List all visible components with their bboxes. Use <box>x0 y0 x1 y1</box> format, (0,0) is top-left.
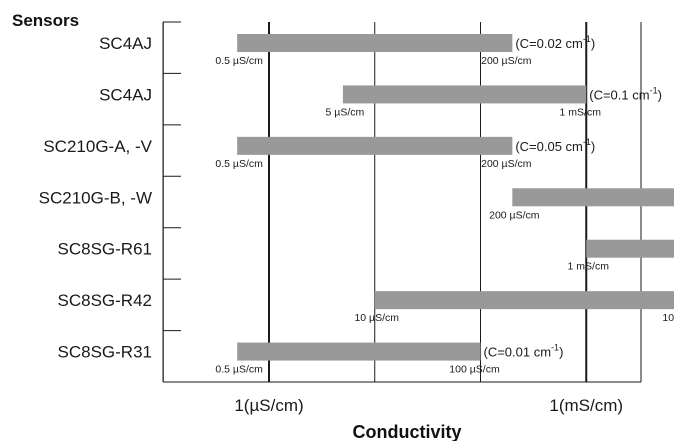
range-bar <box>586 239 674 258</box>
range-high-label: 1 mS/cm <box>560 106 602 118</box>
category-label: SC8SG-R31 <box>58 343 152 362</box>
cell-constant-label: (C=0.05 cm-1) <box>515 137 595 154</box>
range-bar <box>342 85 587 104</box>
range-bar <box>237 136 513 155</box>
cell-constant-label: (C=0.01 cm-1) <box>484 343 564 360</box>
category-label: SC4AJ <box>99 85 152 104</box>
plot-frame <box>162 21 641 383</box>
range-bar <box>512 188 674 207</box>
range-low-label: 0.5 µS/cm <box>215 364 263 376</box>
category-label: SC8SG-R61 <box>58 240 152 259</box>
range-high-label: 10 mS/cm <box>662 312 674 324</box>
x-tick-label: 1(µS/cm) <box>234 396 303 415</box>
category-label: SC210G-A, -V <box>43 137 152 156</box>
category-labels: SC4AJ SC4AJ SC210G-A, -V SC210G-B, -W SC8SG-… <box>39 34 153 362</box>
range-low-label: 1 mS/cm <box>568 261 610 273</box>
x-axis-label: Conductivity <box>352 422 461 441</box>
range-bars: 0.5 µS/cm 200 µS/cm (C=0.02 cm-1) 5 µS/cm 1 … <box>215 34 674 376</box>
range-low-label: 10 µS/cm <box>354 312 399 324</box>
category-label: SC8SG-R42 <box>58 291 152 310</box>
range-high-label: 200 µS/cm <box>481 55 532 67</box>
range-low-label: 5 µS/cm <box>326 106 365 118</box>
x-tick-label: 1(mS/cm) <box>549 396 623 415</box>
range-low-label: 0.5 µS/cm <box>215 158 263 170</box>
range-low-label: 200 µS/cm <box>489 209 540 221</box>
cell-constant-label: (C=0.1 cm-1) <box>589 85 662 102</box>
chart-title: Sensors <box>12 11 79 30</box>
category-label: SC210G-B, -W <box>39 188 152 207</box>
range-bar <box>374 291 674 310</box>
range-high-label: 200 µS/cm <box>481 158 532 170</box>
range-low-label: 0.5 µS/cm <box>215 55 263 67</box>
category-label: SC4AJ <box>99 34 152 53</box>
cell-constant-label: (C=0.02 cm-1) <box>515 34 595 51</box>
range-bar <box>237 34 513 52</box>
range-bar <box>237 342 481 361</box>
x-tick-labels: 1(µS/cm)1(mS/cm)1(S/cm) <box>234 396 623 415</box>
range-high-label: 100 µS/cm <box>449 364 500 376</box>
